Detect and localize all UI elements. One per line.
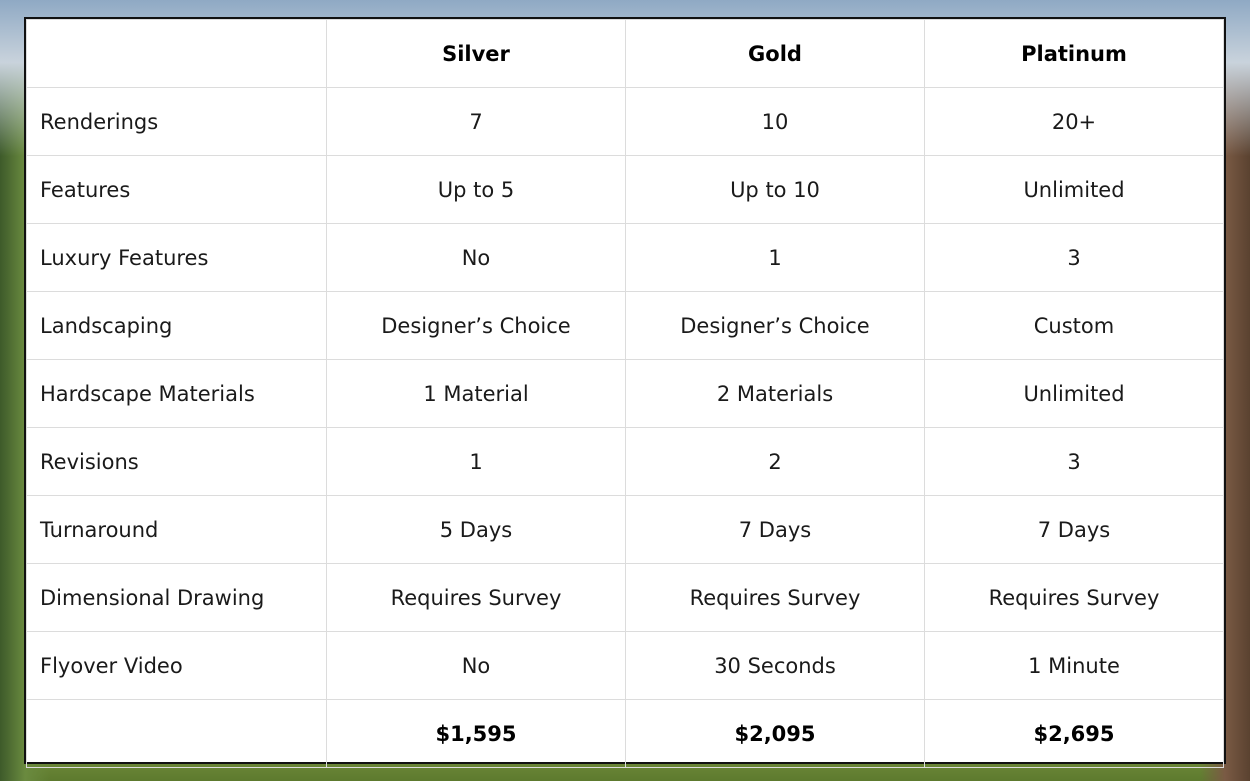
feature-value: 1	[625, 223, 925, 292]
feature-label: Dimensional Drawing	[26, 563, 327, 632]
feature-label: Turnaround	[26, 495, 327, 564]
feature-value: 20+	[924, 87, 1224, 156]
feature-row: Turnaround 5 Days 7 Days 7 Days	[26, 495, 1224, 564]
feature-value: Unlimited	[924, 155, 1224, 224]
plan-name: Gold	[625, 19, 925, 88]
feature-label: Hardscape Materials	[26, 359, 327, 428]
feature-value: Unlimited	[924, 359, 1224, 428]
pricing-table-frame: Silver Gold Platinum Renderings 7 10 20+ Featur…	[24, 17, 1226, 768]
feature-value: Requires Survey	[625, 563, 925, 632]
feature-value: 3	[924, 427, 1224, 496]
feature-row: Landscaping Designer’s Choice Designer’s C…	[26, 291, 1224, 360]
feature-value: 2 Materials	[625, 359, 925, 428]
price-row: $1,595 $2,095 $2,695	[26, 699, 1224, 768]
feature-row: Renderings 7 10 20+	[26, 87, 1224, 156]
feature-label: Features	[26, 155, 327, 224]
feature-value: 3	[924, 223, 1224, 292]
feature-value: 2	[625, 427, 925, 496]
feature-value: Designer’s Choice	[625, 291, 925, 360]
feature-label: Revisions	[26, 427, 327, 496]
feature-row: Luxury Features No 1 3	[26, 223, 1224, 292]
feature-label: Renderings	[26, 87, 327, 156]
feature-value: 7	[326, 87, 626, 156]
feature-value: Designer’s Choice	[326, 291, 626, 360]
feature-value: 7 Days	[924, 495, 1224, 564]
feature-value: Requires Survey	[326, 563, 626, 632]
plan-name: Platinum	[924, 19, 1224, 88]
feature-value: 1 Minute	[924, 631, 1224, 700]
table-body: Silver Gold Platinum Renderings 7 10 20+ Featur…	[26, 19, 1224, 768]
feature-row: Flyover Video No 30 Seconds 1 Minute	[26, 631, 1224, 700]
feature-label: Landscaping	[26, 291, 327, 360]
feature-row: Dimensional Drawing Requires Survey Requir…	[26, 563, 1224, 632]
price: $2,095	[625, 699, 925, 768]
empty-cell	[26, 699, 327, 768]
feature-value: Up to 10	[625, 155, 925, 224]
feature-value: Custom	[924, 291, 1224, 360]
pricing-table: Silver Gold Platinum Renderings 7 10 20+ Featur…	[26, 19, 1224, 768]
price: $2,695	[924, 699, 1224, 768]
feature-value: 1 Material	[326, 359, 626, 428]
feature-value: 1	[326, 427, 626, 496]
feature-value: 7 Days	[625, 495, 925, 564]
empty-cell	[26, 19, 327, 88]
feature-row: Revisions 1 2 3	[26, 427, 1224, 496]
feature-value: 10	[625, 87, 925, 156]
feature-label: Luxury Features	[26, 223, 327, 292]
feature-value: Requires Survey	[924, 563, 1224, 632]
feature-value: No	[326, 631, 626, 700]
feature-row: Hardscape Materials 1 Material 2 Materials…	[26, 359, 1224, 428]
feature-label: Flyover Video	[26, 631, 327, 700]
price: $1,595	[326, 699, 626, 768]
feature-value: 30 Seconds	[625, 631, 925, 700]
plan-name: Silver	[326, 19, 626, 88]
feature-row: Features Up to 5 Up to 10 Unlimited	[26, 155, 1224, 224]
feature-value: No	[326, 223, 626, 292]
feature-value: Up to 5	[326, 155, 626, 224]
feature-value: 5 Days	[326, 495, 626, 564]
header-row: Silver Gold Platinum	[26, 19, 1224, 88]
